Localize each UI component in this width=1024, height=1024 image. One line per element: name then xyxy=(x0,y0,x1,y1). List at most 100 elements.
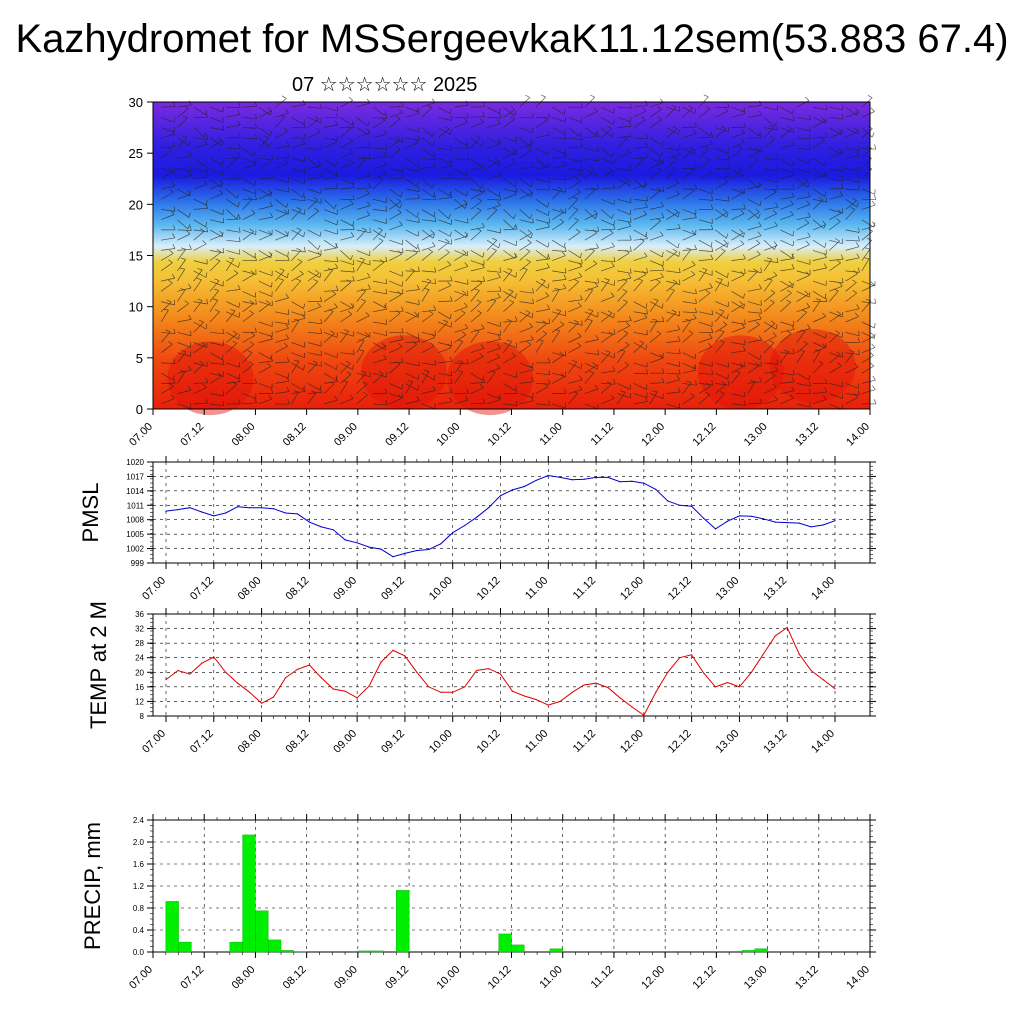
pmsl-point-29 xyxy=(511,489,513,491)
temp-point-39 xyxy=(631,706,633,708)
precip-xtick-label-8: 11.00 xyxy=(537,964,564,991)
temp-point-11 xyxy=(296,668,298,671)
pmsl-point-46 xyxy=(714,528,717,530)
pmsl-xtick-label-4: 09.00 xyxy=(331,575,359,603)
pmsl-point-56 xyxy=(834,520,836,522)
temp-point-3 xyxy=(201,662,203,664)
precip-xtick-label-4: 09.00 xyxy=(332,964,360,992)
temp-ytick-label-5: 28 xyxy=(135,639,144,648)
pmsl-point-19 xyxy=(392,556,394,558)
temp-point-0 xyxy=(165,679,167,681)
temp-point-17 xyxy=(368,685,370,687)
precip-bar-10 xyxy=(280,950,295,953)
precip-xtick-label-6: 10.00 xyxy=(434,964,462,992)
temp-point-25 xyxy=(464,686,466,688)
temp-ytick-label-6: 32 xyxy=(135,625,144,634)
pmsl-point-49 xyxy=(750,515,753,517)
precip-ytick-label-5: 2.0 xyxy=(133,838,145,847)
pmsl-ytick-label-7: 1020 xyxy=(126,458,144,467)
temp-point-38 xyxy=(619,697,621,699)
precip-xtick-label-13: 13.12 xyxy=(793,964,821,992)
temp-point-35 xyxy=(583,684,585,686)
temp-point-28 xyxy=(499,673,502,675)
temp-point-45 xyxy=(703,672,705,674)
pmsl-point-17 xyxy=(368,546,370,548)
pmsl-xtick-label-1: 07.12 xyxy=(188,575,216,603)
pmsl-point-38 xyxy=(619,481,621,483)
pmsl-point-27 xyxy=(488,507,490,509)
precip-bar-6 xyxy=(229,941,243,953)
temp-point-51 xyxy=(774,635,776,637)
temp-xtick-label-13: 13.12 xyxy=(761,728,789,756)
pmsl-point-54 xyxy=(810,526,812,528)
temp-xtick-label-5: 09.12 xyxy=(379,728,407,756)
temp-xtick-label-0: 07.00 xyxy=(140,728,168,756)
pmsl-point-39 xyxy=(631,480,633,482)
precip-bar-9 xyxy=(268,939,282,953)
pmsl-point-32 xyxy=(547,474,549,477)
pmsl-point-30 xyxy=(523,485,526,488)
pmsl-point-1 xyxy=(177,509,179,511)
pmsl-ylabel: PMSL xyxy=(78,483,103,543)
pmsl-point-18 xyxy=(380,548,382,550)
pmsl-point-0 xyxy=(165,510,167,512)
temp-point-31 xyxy=(535,699,537,701)
pmsl-ytick-label-1: 1002 xyxy=(126,545,144,554)
pmsl-point-47 xyxy=(726,520,729,522)
pmsl-point-5 xyxy=(225,512,227,514)
chart-subtitle: 07 ☆☆☆☆☆☆ 2025 xyxy=(292,74,478,96)
precip-bar-19 xyxy=(396,890,410,953)
precip-bar-17 xyxy=(370,950,384,953)
precip-xtick-label-9: 11.12 xyxy=(589,964,616,991)
temp-frame xyxy=(152,613,871,717)
pmsl-point-45 xyxy=(703,517,705,519)
heatmap-ytick-label-3: 15 xyxy=(129,249,143,264)
temp-point-23 xyxy=(440,691,442,693)
pmsl-point-10 xyxy=(284,512,287,514)
temp-point-27 xyxy=(488,668,490,670)
pmsl-xtick-label-6: 10.00 xyxy=(427,575,455,603)
temp-point-40 xyxy=(643,714,645,716)
temp-point-47 xyxy=(726,681,729,684)
precip-ytick-label-2: 0.8 xyxy=(133,904,145,913)
temp-point-54 xyxy=(810,669,812,672)
temp-point-8 xyxy=(261,702,263,704)
heatmap-ytick-label-2: 10 xyxy=(129,300,143,315)
temp-point-36 xyxy=(595,682,597,684)
precip-bar-11 xyxy=(293,951,307,953)
temp-point-43 xyxy=(679,657,681,659)
precip-bar-28 xyxy=(511,944,525,953)
pmsl-point-53 xyxy=(798,522,800,524)
pmsl-point-26 xyxy=(476,516,478,518)
pmsl-xtick-label-7: 10.12 xyxy=(475,575,503,603)
temp-point-16 xyxy=(356,697,358,699)
precip-bar-47 xyxy=(754,948,768,953)
precip-ytick-label-1: 0.4 xyxy=(133,926,145,935)
pmsl-xtick-label-9: 11.12 xyxy=(571,575,598,602)
precip-bar-8 xyxy=(255,910,269,953)
precip-xtick-label-14: 14.00 xyxy=(844,964,872,992)
pmsl-point-22 xyxy=(428,548,430,551)
temp-ytick-label-0: 8 xyxy=(140,712,145,721)
temp-point-30 xyxy=(523,695,526,697)
pmsl-point-48 xyxy=(738,515,741,517)
precip-bar-2 xyxy=(178,941,192,953)
pmsl-point-20 xyxy=(404,552,406,555)
pmsl-xtick-label-13: 13.12 xyxy=(761,575,789,603)
precip-ylabel: PRECIP, mm xyxy=(80,822,105,950)
chart-title: Kazhydromet for MSSergeevkaK11.12sem(53.… xyxy=(15,17,1009,61)
pmsl-point-7 xyxy=(249,507,251,509)
precip-bar-31 xyxy=(549,948,563,953)
heatmap-field xyxy=(153,102,870,409)
temp-ytick-label-1: 12 xyxy=(135,697,144,706)
temp-xtick-label-2: 08.00 xyxy=(236,728,264,756)
pmsl-point-23 xyxy=(440,543,442,545)
temp-xtick-label-6: 10.00 xyxy=(427,728,455,756)
pmsl-point-50 xyxy=(762,518,764,520)
pmsl-point-41 xyxy=(655,488,657,490)
pmsl-xtick-label-14: 14.00 xyxy=(809,575,837,603)
warm-cell-2 xyxy=(446,341,534,416)
pmsl-point-4 xyxy=(213,515,215,517)
temp-point-48 xyxy=(738,686,741,688)
